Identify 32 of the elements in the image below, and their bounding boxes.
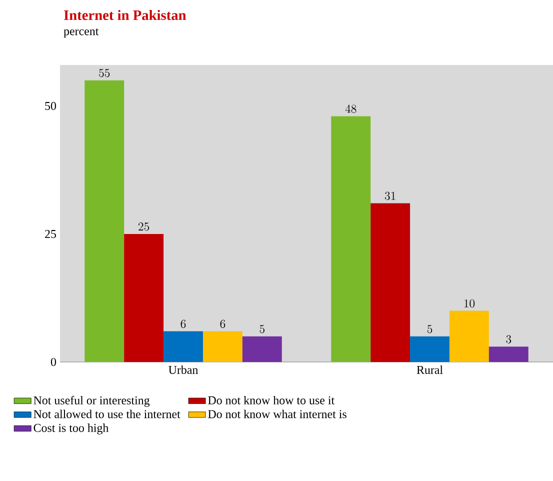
data-label: 10: [464, 299, 475, 308]
data-label: 25: [138, 222, 150, 231]
y-axis-title: percent: [64, 28, 99, 38]
y-tick-label: 50: [45, 102, 56, 110]
bar: [164, 331, 203, 362]
data-label: 5: [260, 324, 264, 334]
y-tick-label: 25: [45, 230, 56, 238]
bar: [84, 80, 124, 362]
data-label: 31: [384, 192, 396, 200]
data-label: 6: [220, 320, 226, 328]
legend-label: Cost is too high: [34, 424, 109, 434]
bar: [370, 203, 410, 362]
bar: [124, 234, 164, 362]
data-label: 3: [506, 335, 512, 344]
bar: [488, 346, 528, 362]
bar: [410, 336, 450, 362]
legend-label: Not allowed to use the internet: [34, 410, 180, 418]
data-label: 5: [427, 324, 432, 334]
bar: [331, 116, 371, 362]
x-tick-label: Rural: [416, 366, 443, 374]
bar: [242, 336, 282, 362]
x-tick-label: Urban: [168, 366, 198, 374]
legend-label: Do not know what internet is: [208, 410, 346, 418]
legend-label: Not useful or interesting: [34, 396, 150, 407]
legend-label: Do not know how to use it: [208, 396, 334, 404]
chart-title: Internet in Pakistan: [64, 10, 186, 20]
bar: [449, 310, 489, 362]
data-label: 6: [180, 320, 186, 328]
data-label: 48: [345, 104, 356, 113]
y-tick-label: 0: [50, 358, 56, 366]
bar: [202, 331, 242, 362]
data-label: 55: [99, 68, 110, 78]
